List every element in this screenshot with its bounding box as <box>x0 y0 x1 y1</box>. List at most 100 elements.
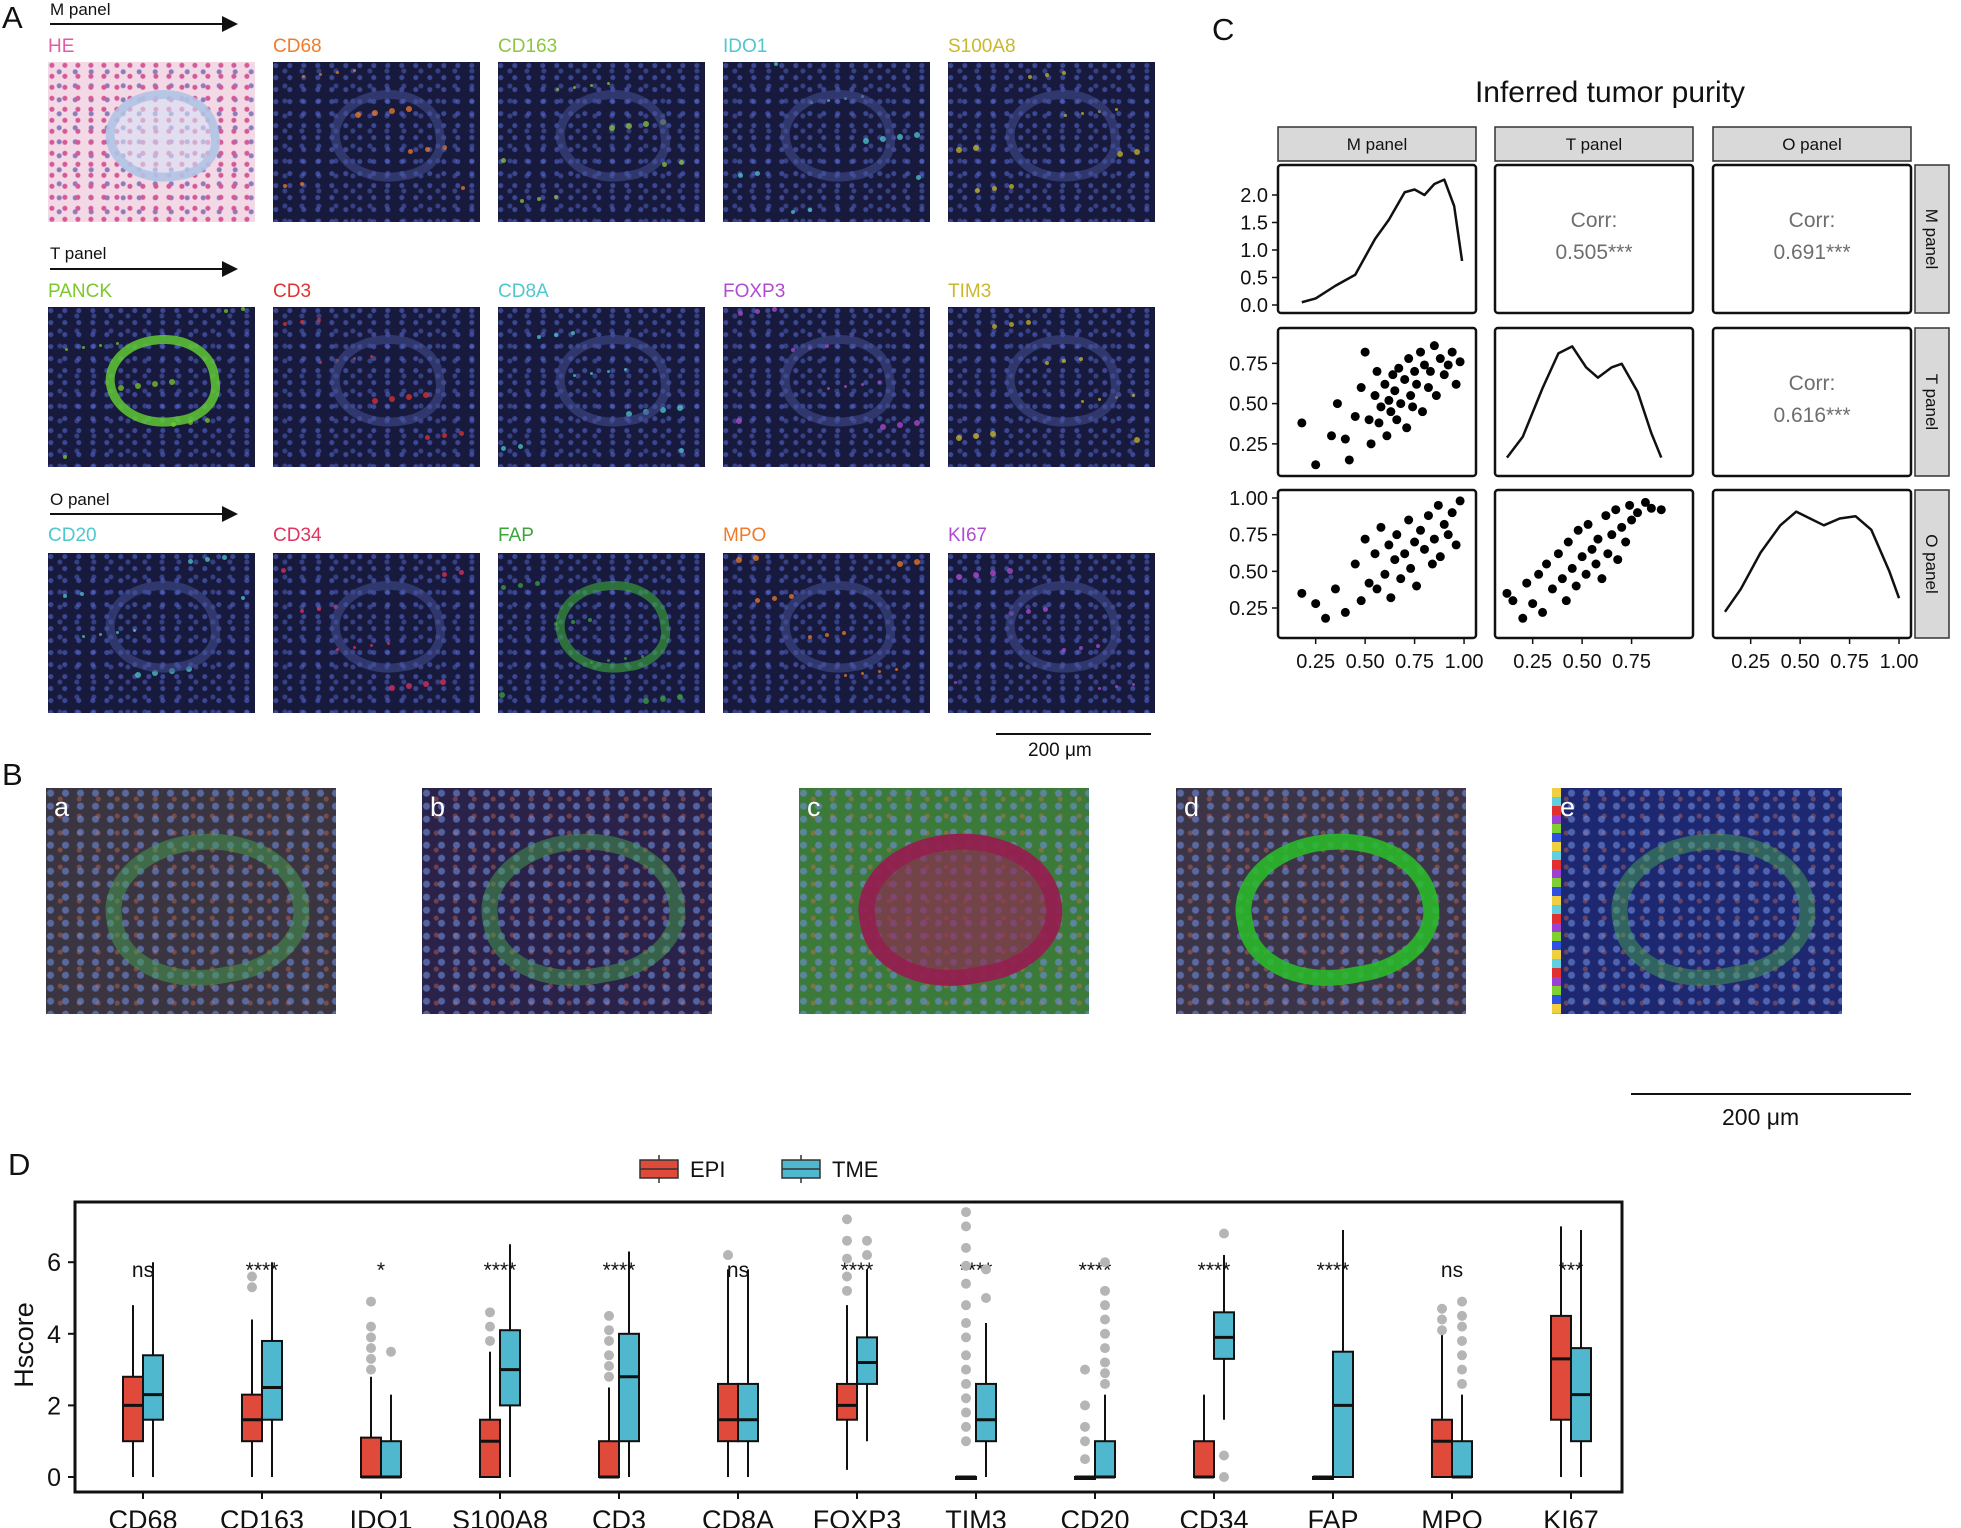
plot-frame <box>73 1200 1624 1494</box>
y-tick-label: 4 <box>47 1321 61 1349</box>
outlier-point <box>1437 1303 1447 1314</box>
scatter-point <box>1402 423 1412 433</box>
scatter-point <box>1451 540 1461 550</box>
significance-label: ns <box>727 1259 749 1282</box>
facet-strip-label: M panel <box>1347 135 1407 154</box>
box <box>836 1382 858 1421</box>
panel-b-scale-bar <box>1631 1093 1911 1095</box>
scatter-point <box>1376 522 1386 532</box>
facet-panel <box>1711 163 1913 315</box>
scatter-point <box>1625 500 1635 510</box>
scatter-point <box>1571 581 1581 591</box>
outlier-point <box>961 1350 971 1361</box>
outlier-point <box>604 1325 614 1336</box>
outlier-point <box>366 1343 376 1354</box>
facet-strip <box>1277 126 1477 162</box>
scatter-point <box>1557 574 1567 584</box>
x-tick-label: 1.00 <box>1880 651 1919 673</box>
scatter-point <box>1613 555 1623 565</box>
marker-label: CD20 <box>48 525 97 546</box>
outlier-point <box>604 1310 614 1321</box>
panel-a-row-title: O panel <box>50 490 110 509</box>
microscopy-tile <box>273 553 480 713</box>
scatter-point <box>1360 534 1370 544</box>
scatter-point <box>1621 537 1631 547</box>
facet-panel <box>1276 326 1478 478</box>
panel-c-pairs-plot: Inferred tumor purity M panel T panel O pan… <box>1229 76 1950 673</box>
box <box>975 1382 997 1443</box>
microscopy-tile <box>723 553 930 713</box>
scatter-point <box>1581 569 1591 579</box>
marker-label: CD8A <box>498 281 549 302</box>
facet-panel <box>1276 163 1478 315</box>
scatter-point <box>1640 497 1650 507</box>
scatter-point <box>1435 354 1445 364</box>
outlier-point <box>1100 1343 1110 1354</box>
x-tick-label: IDO1 <box>349 1505 412 1528</box>
marker-label: CD163 <box>498 36 558 57</box>
outlier-point <box>961 1407 971 1418</box>
scatter-point <box>1356 596 1366 606</box>
scatter-point <box>1380 379 1390 389</box>
x-tick-label: 0.25 <box>1296 651 1335 673</box>
scatter-point <box>1656 505 1666 515</box>
facet-strip-label: O panel <box>1922 534 1941 594</box>
segmentation-image: b <box>422 788 712 1014</box>
panel-a-row-arrow <box>50 16 238 32</box>
scatter-point <box>1538 607 1548 617</box>
outlier-point <box>604 1361 614 1372</box>
box <box>380 1440 402 1479</box>
scatter-point <box>1429 341 1439 351</box>
box <box>598 1440 620 1479</box>
scatter-point <box>1384 540 1394 550</box>
scatter-point <box>1627 515 1637 525</box>
corr-label: Corr: <box>1789 372 1836 395</box>
significance-label: **** <box>1317 1259 1350 1282</box>
scatter-point <box>1344 455 1354 465</box>
significance-label: **** <box>1198 1259 1231 1282</box>
facet-strip <box>1712 126 1912 162</box>
outlier-point <box>842 1253 852 1264</box>
facet-strip <box>1914 164 1950 314</box>
outlier-point <box>1219 1472 1229 1482</box>
x-tick-label: 0.75 <box>1612 651 1651 673</box>
scatter-point <box>1382 431 1392 441</box>
scatter-point <box>1416 525 1426 535</box>
scatter-point <box>1384 395 1394 405</box>
outlier-point <box>1219 1228 1229 1239</box>
scatter-point <box>1447 347 1457 357</box>
scatter-point <box>1646 503 1656 513</box>
segmentation-image: e <box>1552 788 1842 1014</box>
significance-label: ns <box>132 1259 154 1282</box>
outlier-point <box>1080 1400 1090 1411</box>
y-tick-label: 2 <box>47 1392 61 1420</box>
scatter-point <box>1360 347 1370 357</box>
scatter-point <box>1321 613 1331 623</box>
corr-value: 0.505*** <box>1555 241 1632 264</box>
scatter-point <box>1534 569 1544 579</box>
scatter-point <box>1617 522 1627 532</box>
outlier-point <box>485 1321 495 1332</box>
scatter-point <box>1372 366 1382 376</box>
x-tick-label: 0.50 <box>1346 651 1385 673</box>
x-tick-label: CD20 <box>1060 1505 1129 1528</box>
box <box>1213 1311 1235 1360</box>
scatter-point <box>1423 383 1433 393</box>
microscopy-tile <box>48 62 255 222</box>
outlier-point <box>366 1321 376 1332</box>
scatter-point <box>1311 460 1321 470</box>
facet-strip <box>1914 489 1950 639</box>
scatter-point <box>1508 596 1518 606</box>
corr-label: Corr: <box>1571 209 1618 232</box>
scatter-point <box>1408 402 1418 412</box>
scatter-point <box>1380 569 1390 579</box>
marker-label: CD3 <box>273 281 312 302</box>
y-tick-label: 0 <box>47 1464 61 1492</box>
outlier-point <box>1457 1378 1467 1389</box>
scatter-point <box>1404 515 1414 525</box>
scatter-point <box>1396 574 1406 584</box>
outlier-point <box>366 1332 376 1343</box>
y-tick-label: 0.5 <box>1240 268 1268 290</box>
outlier-point <box>961 1300 971 1311</box>
scatter-point <box>1573 525 1583 535</box>
